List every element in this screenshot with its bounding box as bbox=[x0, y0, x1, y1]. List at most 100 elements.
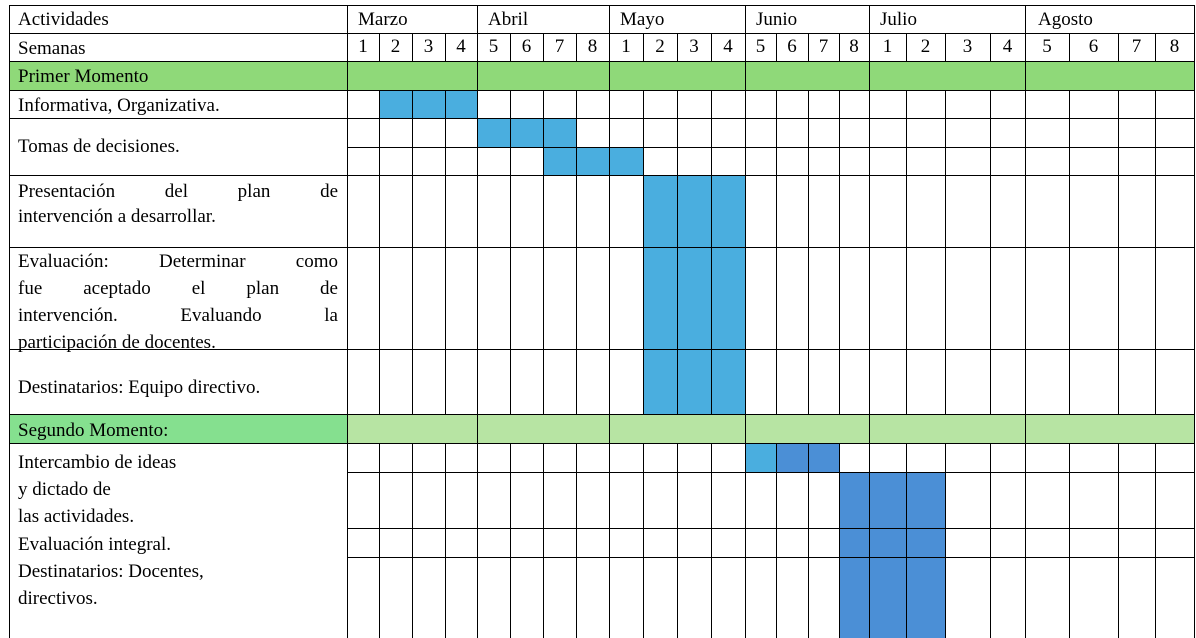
grid-line bbox=[9, 90, 1195, 91]
week-number: 3 bbox=[689, 36, 699, 57]
grid-line bbox=[711, 33, 712, 61]
grid-line bbox=[510, 33, 511, 61]
grid-line bbox=[9, 33, 1195, 34]
grid-line bbox=[711, 443, 712, 638]
weeks-header: Semanas bbox=[18, 38, 86, 59]
grid-line bbox=[839, 90, 840, 414]
grid-line bbox=[906, 443, 907, 638]
grid-line bbox=[347, 557, 1195, 558]
phase-title-primer-momento: Primer Momento bbox=[18, 66, 149, 87]
grid-line bbox=[379, 33, 380, 61]
activity-destinatarios-equipo: Destinatarios: Equipo directivo. bbox=[18, 377, 261, 398]
schedule-bar bbox=[477, 118, 576, 147]
week-number: 6 bbox=[521, 36, 532, 57]
week-number: 7 bbox=[818, 36, 829, 57]
month-label-abril: Abril bbox=[488, 9, 529, 30]
grid-line bbox=[576, 90, 577, 414]
grid-line bbox=[1069, 33, 1070, 61]
grid-line bbox=[445, 90, 446, 414]
grid-line bbox=[839, 443, 840, 638]
grid-line bbox=[808, 443, 809, 638]
grid-line bbox=[776, 90, 777, 414]
week-number: 8 bbox=[587, 36, 598, 57]
grid-line bbox=[1155, 443, 1156, 638]
activity-segundo-line: y dictado de bbox=[18, 479, 111, 501]
schedule-bar bbox=[839, 472, 945, 638]
week-number: 4 bbox=[723, 36, 733, 57]
schedule-bar bbox=[745, 443, 776, 472]
activity-presentacion-line: intervención a desarrollar. bbox=[18, 206, 216, 227]
grid-line bbox=[9, 443, 1195, 444]
grid-line bbox=[906, 33, 907, 61]
grid-line bbox=[677, 90, 678, 414]
activity-presentacion-line: Presentación del plan de bbox=[18, 181, 338, 202]
grid-line bbox=[945, 443, 946, 638]
grid-line bbox=[347, 528, 1195, 529]
week-number: 8 bbox=[1169, 36, 1180, 57]
grid-line bbox=[776, 33, 777, 61]
grid-line bbox=[990, 443, 991, 638]
week-number: 4 bbox=[456, 36, 466, 57]
week-number: 3 bbox=[423, 36, 434, 57]
grid-line bbox=[1118, 443, 1119, 638]
grid-line bbox=[609, 5, 610, 638]
grid-line bbox=[1025, 5, 1026, 638]
week-number: 1 bbox=[882, 36, 893, 57]
week-number: 6 bbox=[787, 36, 797, 57]
phase-band-segundo-momento bbox=[347, 414, 1194, 443]
week-number: 5 bbox=[1042, 36, 1052, 57]
grid-line bbox=[711, 90, 712, 414]
grid-line bbox=[906, 90, 907, 414]
grid-line bbox=[677, 33, 678, 61]
grid-line bbox=[745, 5, 746, 638]
grid-line bbox=[9, 5, 10, 638]
phase-title-segundo-momento: Segundo Momento: bbox=[18, 420, 169, 441]
week-number: 6 bbox=[1088, 36, 1099, 57]
grid-line bbox=[808, 33, 809, 61]
grid-line bbox=[990, 33, 991, 61]
activity-informativa: Informativa, Organizativa. bbox=[18, 95, 220, 116]
grid-line bbox=[543, 90, 544, 414]
grid-line bbox=[543, 443, 544, 638]
schedule-bar bbox=[379, 90, 477, 118]
grid-line bbox=[1155, 33, 1156, 61]
grid-line bbox=[9, 175, 1195, 176]
grid-line bbox=[445, 33, 446, 61]
grid-line bbox=[1069, 443, 1070, 638]
week-number: 5 bbox=[755, 36, 766, 57]
grid-line bbox=[543, 33, 544, 61]
activity-evaluacion-line: fue aceptado el plan de bbox=[18, 278, 338, 299]
grid-line bbox=[445, 443, 446, 638]
grid-line bbox=[776, 443, 777, 638]
grid-line bbox=[477, 5, 478, 638]
activity-segundo-line: Destinatarios: Docentes, bbox=[18, 560, 204, 582]
week-number: 2 bbox=[655, 36, 665, 57]
week-number: 8 bbox=[849, 36, 859, 57]
week-number: 1 bbox=[621, 36, 631, 57]
grid-line bbox=[347, 472, 1195, 473]
activity-evaluacion-line: intervención. Evaluando la bbox=[18, 305, 338, 326]
grid-line bbox=[9, 414, 1195, 415]
grid-line bbox=[1118, 33, 1119, 61]
grid-line bbox=[643, 443, 644, 638]
grid-line bbox=[347, 5, 348, 638]
month-label-mayo: Mayo bbox=[620, 9, 665, 30]
grid-line bbox=[412, 443, 413, 638]
month-label-julio: Julio bbox=[880, 9, 917, 30]
grid-line bbox=[643, 90, 644, 414]
grid-line bbox=[379, 443, 380, 638]
week-number: 1 bbox=[358, 36, 368, 57]
activity-evaluacion-line: Evaluación: Determinar como bbox=[18, 251, 338, 272]
week-number: 7 bbox=[554, 36, 565, 57]
schedule-bar bbox=[643, 175, 745, 414]
week-number: 2 bbox=[920, 36, 931, 57]
grid-line bbox=[1194, 5, 1195, 638]
grid-line bbox=[510, 90, 511, 414]
activities-header: Actividades bbox=[18, 9, 109, 30]
month-label-junio: Junio bbox=[756, 9, 798, 30]
grid-line bbox=[379, 90, 380, 414]
grid-line bbox=[990, 90, 991, 414]
activity-tomas-decisiones: Tomas de decisiones. bbox=[18, 136, 180, 157]
phase-row-primer-momento bbox=[9, 61, 1194, 90]
